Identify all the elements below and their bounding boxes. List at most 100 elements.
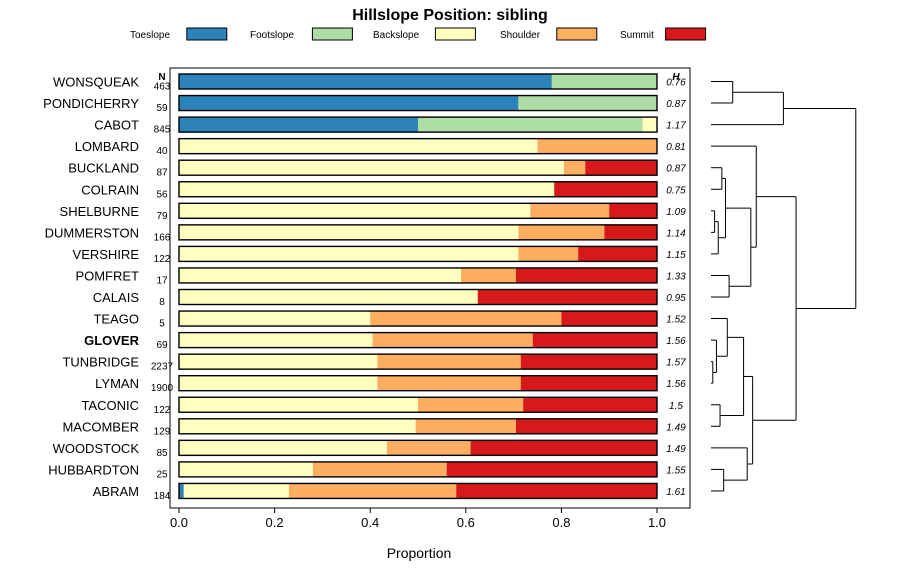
row-lombard: LOMBARD 40 0.81 [75,137,686,157]
h-value: 0.87 [666,164,686,175]
bar-segment-summit [477,289,657,305]
h-value: 1.14 [666,228,686,239]
bar-segment-backslope [183,483,289,499]
bar-segment-backslope [179,332,373,348]
row-label: DUMMERSTON [45,225,139,240]
n-value: 845 [154,125,171,136]
row-label: CABOT [94,118,139,133]
row-label: PONDICHERRY [43,96,139,111]
bar-segment-summit [561,311,657,327]
bar-segment-summit [520,354,657,370]
bar-outline [178,461,658,478]
bar-segment-footslope [551,74,657,89]
bar-segment-toeslope [179,74,552,89]
bar-segment-shoulder [518,224,605,240]
row-dummerston: DUMMERSTON 166 1.14 [45,224,686,243]
n-value: 166 [154,232,171,243]
h-value: 1.49 [666,422,686,433]
legend-label-toeslope: Toeslope [130,30,170,41]
row-label: BUCKLAND [68,161,139,176]
row-cabot: CABOT 845 1.17 [94,116,686,136]
bar-outline [178,353,658,370]
n-value: 129 [154,426,171,437]
legend-swatch-backslope [434,27,476,41]
n-value: 2237 [151,362,174,373]
bar-segment-shoulder [386,440,471,456]
x-tick-label: 0.0 [170,515,188,530]
h-value: 1.52 [666,315,686,326]
h-value: 1.17 [666,121,686,132]
bar-segment-shoulder [288,483,457,499]
bar-segment-summit [578,246,657,262]
bar-segment-backslope [179,138,538,154]
bar-segment-backslope [179,224,519,240]
bar-segment-summit [609,203,657,219]
h-header: H [672,72,680,83]
h-value: 0.81 [666,142,685,153]
bar-outline [178,439,658,457]
row-colrain: COLRAIN 56 0.75 [81,181,686,200]
h-value: 1.15 [666,250,686,261]
bar-segment-toeslope [179,117,418,133]
bar-segment-backslope [179,397,418,413]
n-value: 122 [154,405,171,416]
x-axis: 0.0 0.2 0.4 0.6 0.8 1.0 [170,508,666,530]
legend-swatch-toeslope [186,27,228,41]
bar-segment-backslope [179,160,564,176]
bar-segment-backslope [179,311,371,327]
n-value: 85 [156,448,168,459]
row-label: LYMAN [95,376,139,391]
row-macomber: MACOMBER 129 1.49 [62,418,686,437]
dendrogram [711,81,857,492]
row-tunbridge: TUNBRIDGE 2237 1.57 [62,353,686,373]
chart-title: Hillslope Position: sibling [352,7,548,24]
row-hubbardton: HUBBARDTON 25 1.55 [48,461,686,480]
bar-segment-shoulder [377,375,521,391]
n-value: 79 [156,211,168,222]
bar-segment-shoulder [372,332,533,348]
h-value: 0.76 [666,78,686,89]
x-tick-label: 0.4 [361,515,379,530]
n-header: N [158,72,165,83]
n-value: 463 [154,82,171,93]
n-value: 25 [156,469,168,480]
legend-label-backslope: Backslope [373,30,420,41]
bar-segment-shoulder [370,311,562,327]
row-label: WOODSTOCK [53,441,140,456]
bar-segment-summit [523,397,657,413]
x-tick-label: 0.6 [457,515,475,530]
row-pomfret: POMFRET 17 1.33 [75,267,686,286]
h-value: 1.55 [666,465,686,476]
h-value: 0.87 [666,99,686,110]
row-glover: GLOVER 69 1.56 [84,331,686,351]
bar-segment-summit [554,181,657,197]
h-value: 1.61 [666,487,685,498]
bar-segment-footslope [518,95,657,111]
row-abram: ABRAM 184 1.61 [93,482,686,502]
row-lyman: LYMAN 1900 1.56 [95,375,686,394]
row-vershire: VERSHIRE 122 1.15 [73,245,686,265]
h-value: 1.09 [666,207,686,218]
row-shelburne: SHELBURNE 79 1.09 [60,202,686,222]
row-buckland: BUCKLAND 87 0.87 [68,159,686,179]
n-value: 59 [156,103,168,114]
x-tick-label: 0.8 [552,515,570,530]
bar-segment-backslope [179,418,416,434]
bar-outline [178,224,658,241]
h-value: 0.75 [666,185,686,196]
legend-label-footslope: Footslope [250,30,294,41]
h-value: 1.33 [666,271,686,282]
bar-outline [178,116,658,133]
bar-segment-backslope [179,203,531,219]
bar-outline [178,181,658,198]
row-label: SHELBURNE [60,204,140,219]
row-taconic: TACONIC 122 1.5 [81,396,683,416]
bar-outline [178,202,658,220]
bar-outline [178,396,658,413]
row-label: COLRAIN [81,182,139,197]
legend-label-summit: Summit [620,30,654,41]
bar-segment-backslope [179,461,313,477]
n-value: 87 [156,168,168,179]
bar-outline [178,288,658,306]
